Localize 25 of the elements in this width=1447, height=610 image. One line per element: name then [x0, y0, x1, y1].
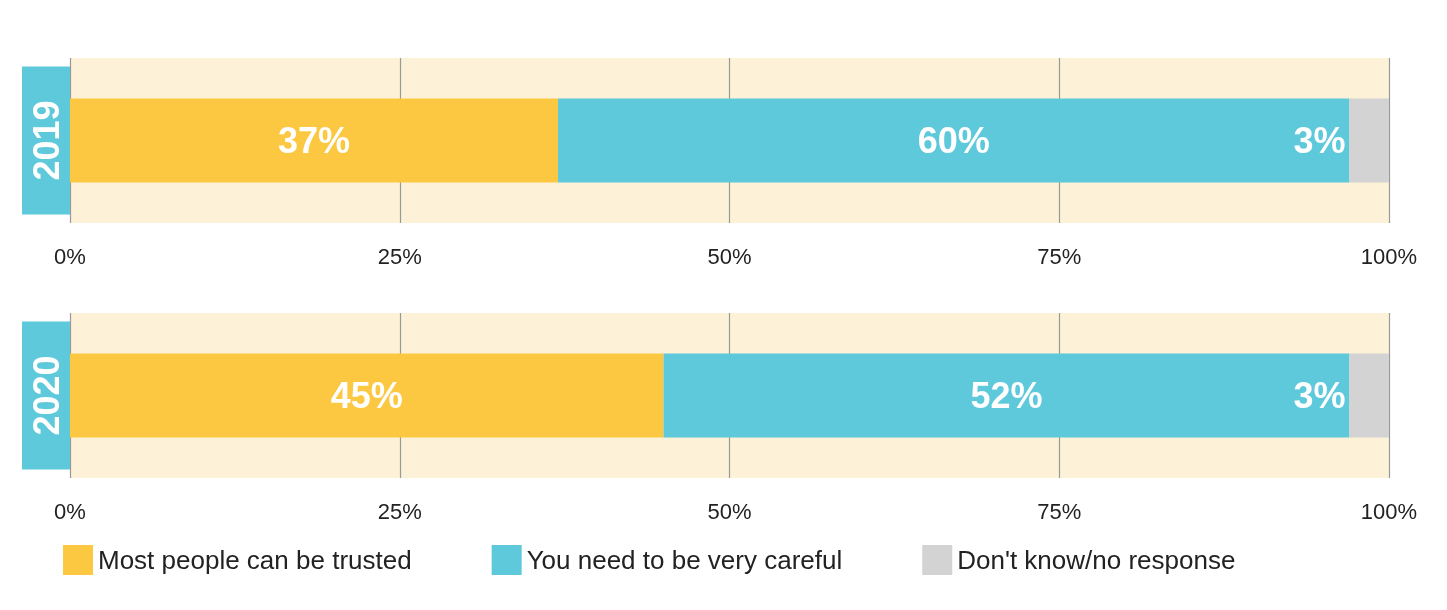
data-label: 45% — [330, 375, 403, 416]
data-label: 3% — [1293, 375, 1346, 416]
legend-label: Most people can be trusted — [98, 545, 412, 575]
bar — [1349, 98, 1389, 183]
x-tick-label: 0% — [54, 243, 86, 269]
bar — [558, 98, 1350, 183]
x-tick-label: 100% — [1360, 498, 1418, 524]
x-tick-label: 25% — [377, 498, 422, 524]
y-tick-label: 2019 — [25, 100, 67, 181]
y-tick-label: 2020 — [25, 355, 67, 436]
x-tick-label: 75% — [1037, 498, 1082, 524]
x-tick-label: 25% — [377, 243, 422, 269]
legend-label: You need to be very careful — [526, 545, 843, 575]
data-label: 37% — [277, 120, 351, 161]
x-tick-label: 75% — [1037, 243, 1082, 269]
x-tick-label: 100% — [1360, 243, 1418, 269]
bar — [1349, 353, 1389, 438]
data-label: 52% — [970, 375, 1043, 416]
x-tick-label: 0% — [54, 498, 86, 524]
x-tick-label: 50% — [707, 498, 752, 524]
legend-label: Don't know/no response — [957, 545, 1236, 575]
x-tick-label: 50% — [707, 243, 752, 269]
data-label: 3% — [1293, 120, 1346, 161]
data-label: 60% — [917, 120, 990, 161]
bar — [663, 353, 1350, 438]
